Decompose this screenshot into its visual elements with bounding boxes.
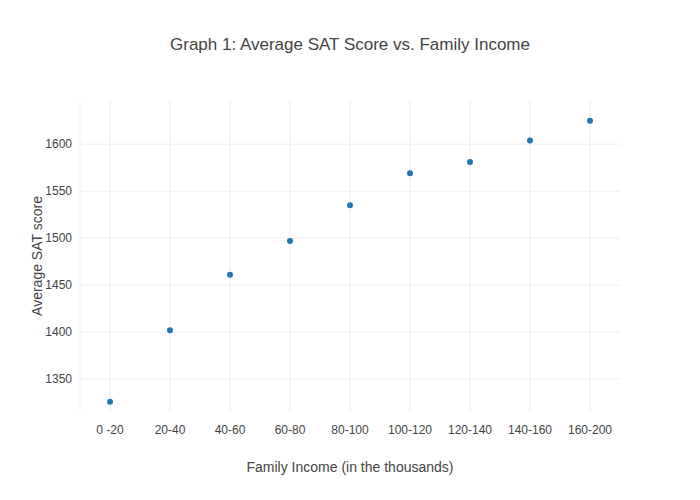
y-tick-label: 1500 bbox=[45, 231, 72, 245]
points bbox=[107, 118, 593, 405]
x-grid-line bbox=[110, 100, 111, 412]
chart-svg: 1350 1400 1450 1500 1550 1600 0 -20 20-40 40-60 6… bbox=[0, 0, 700, 500]
point bbox=[347, 202, 353, 208]
x-axis-title: Family Income (in the thousands) bbox=[247, 459, 454, 475]
x-grid-line bbox=[530, 100, 531, 412]
x-grid-line bbox=[290, 100, 291, 412]
y-axis-line bbox=[80, 100, 81, 412]
x-grid-line bbox=[170, 100, 171, 412]
x-tick-label: 120-140 bbox=[448, 423, 492, 437]
grid bbox=[80, 100, 620, 412]
point bbox=[167, 327, 173, 333]
chart-container: 1350 1400 1450 1500 1550 1600 0 -20 20-40 40-60 6… bbox=[0, 0, 700, 500]
point bbox=[587, 118, 593, 124]
y-tick-label: 1600 bbox=[45, 137, 72, 151]
y-tick-label: 1550 bbox=[45, 184, 72, 198]
point bbox=[107, 399, 113, 405]
x-tick-label: 160-200 bbox=[568, 423, 612, 437]
point bbox=[407, 170, 413, 176]
x-grid-line bbox=[230, 100, 231, 412]
x-tick-label: 60-80 bbox=[275, 423, 306, 437]
x-tick-label: 100-120 bbox=[388, 423, 432, 437]
x-tick-label: 20-40 bbox=[155, 423, 186, 437]
x-tick-label: 0 -20 bbox=[96, 423, 124, 437]
point bbox=[527, 137, 533, 143]
x-tick-label: 40-60 bbox=[215, 423, 246, 437]
point bbox=[287, 238, 293, 244]
chart-title: Graph 1: Average SAT Score vs. Family In… bbox=[170, 35, 530, 54]
point bbox=[227, 272, 233, 278]
y-axis-title: Average SAT score bbox=[29, 196, 45, 316]
y-tick-label: 1450 bbox=[45, 278, 72, 292]
x-tick-label: 140-160 bbox=[508, 423, 552, 437]
x-grid-line bbox=[590, 100, 591, 412]
y-tick-label: 1400 bbox=[45, 325, 72, 339]
x-grid-line bbox=[350, 100, 351, 412]
y-tick-label: 1350 bbox=[45, 372, 72, 386]
x-grid-line bbox=[470, 100, 471, 412]
x-tick-label: 80-100 bbox=[331, 423, 369, 437]
x-grid-line bbox=[410, 100, 411, 412]
point bbox=[467, 159, 473, 165]
